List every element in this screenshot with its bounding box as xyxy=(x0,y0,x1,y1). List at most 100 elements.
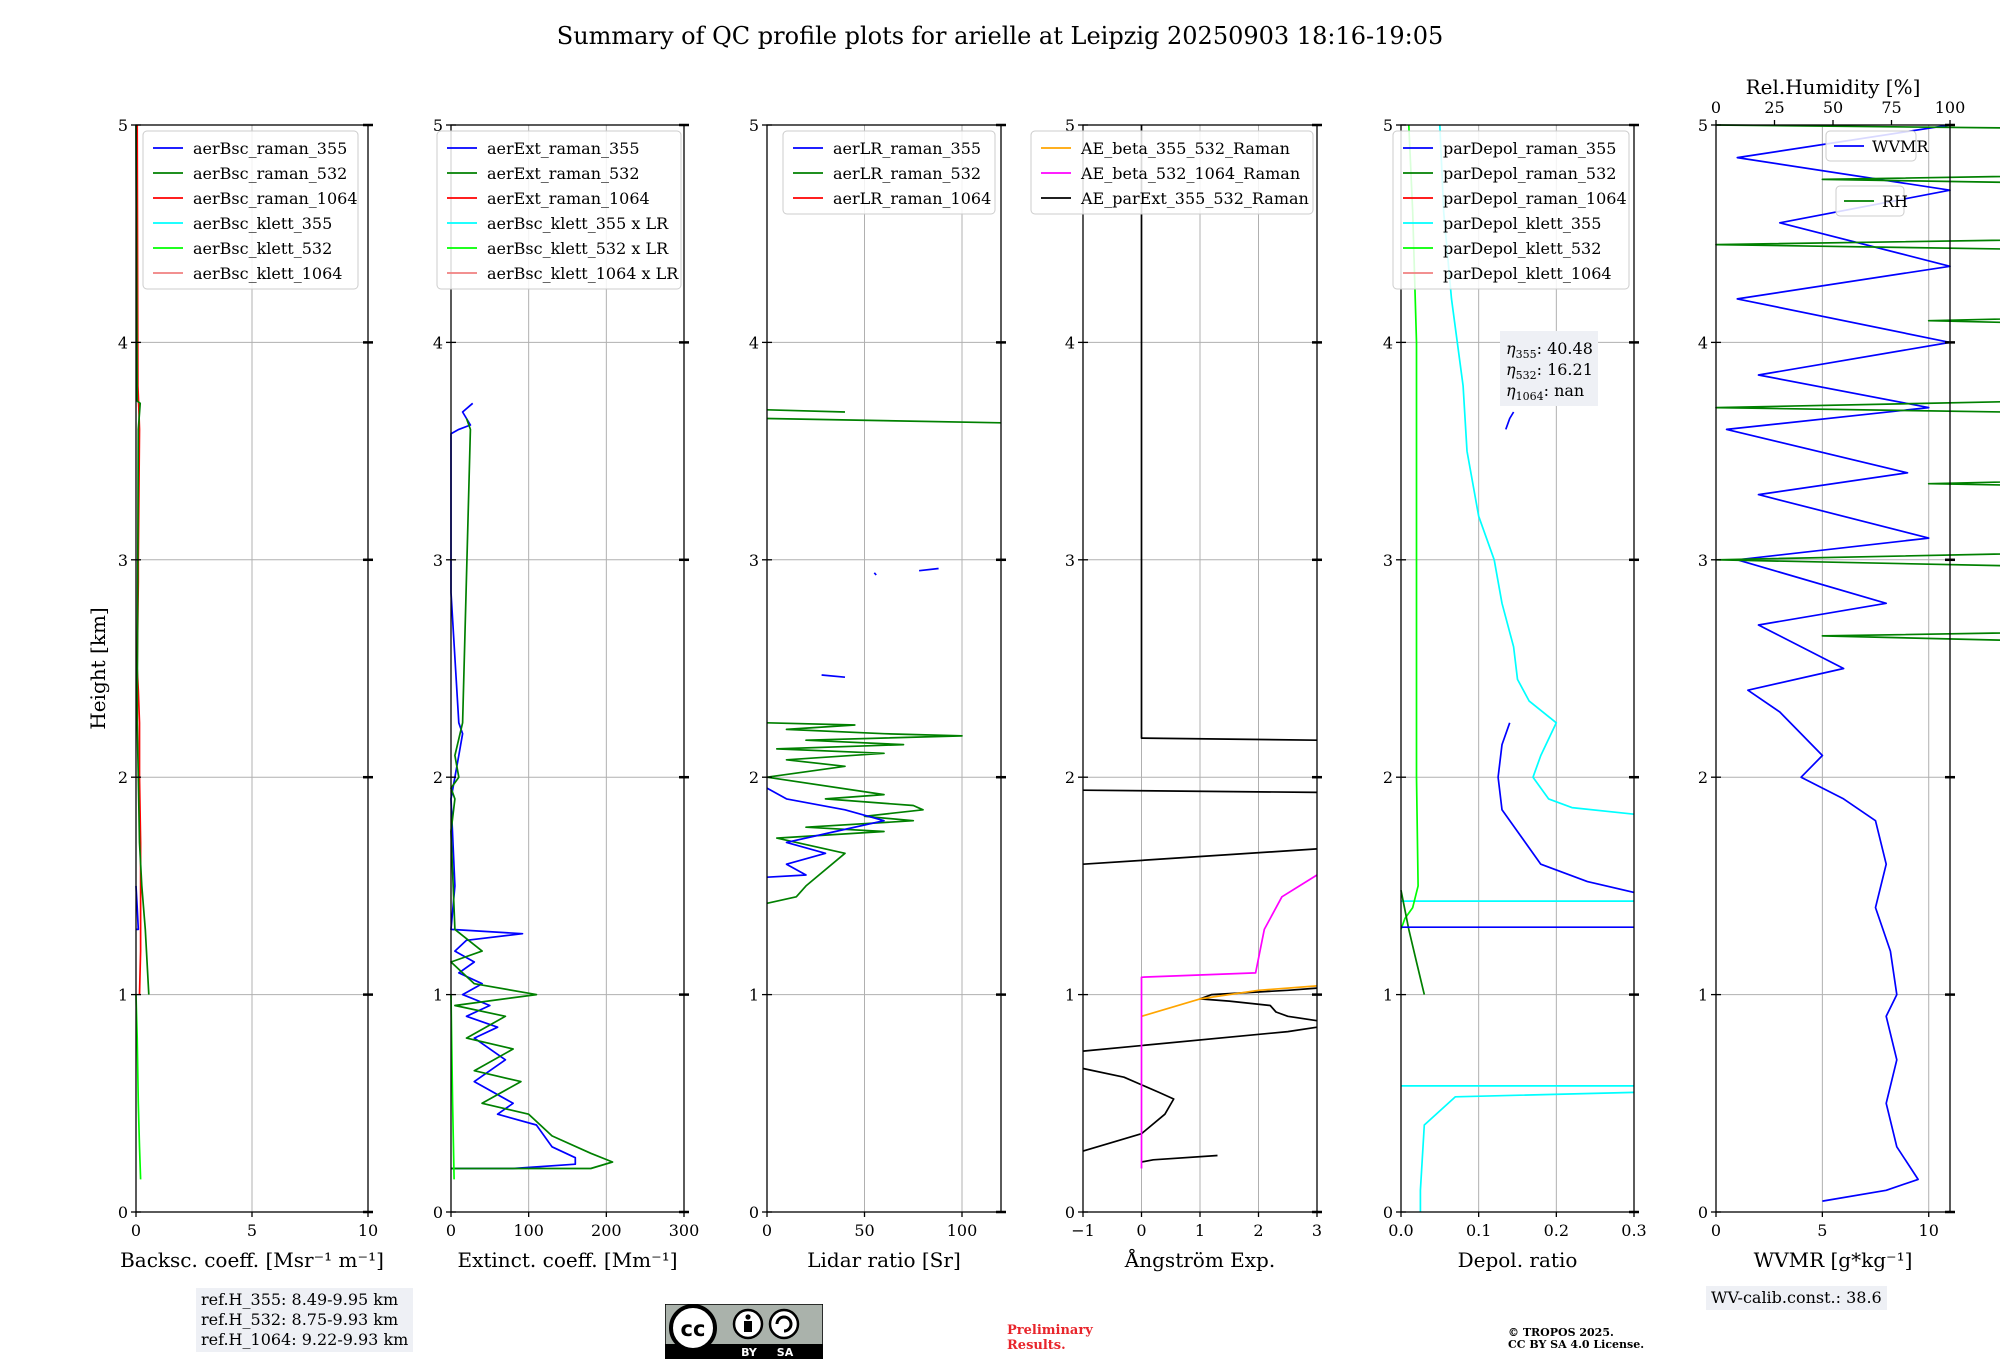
wv-calibration-constant: WV-calib.const.: 38.6 xyxy=(1711,1288,1882,1307)
legend-entry-3: parDepol_klett_355 xyxy=(1443,214,1601,233)
ytick-label-0: 0 xyxy=(749,1203,759,1222)
ytick-label-4: 4 xyxy=(433,333,443,352)
legend-entry-0: WVMR xyxy=(1872,137,1929,156)
ytick-label-2: 2 xyxy=(433,768,443,787)
series-line-parDepol_raman_532 xyxy=(1400,890,1426,995)
x-axis-label: Backsc. coeff. [Msr⁻¹ m⁻¹] xyxy=(120,1248,384,1272)
legend-entry-1: aerBsc_raman_532 xyxy=(193,164,347,183)
legend-entry-1: aerExt_raman_532 xyxy=(487,164,640,183)
legend-entry-0: aerBsc_raman_355 xyxy=(193,139,347,158)
series-line-aerLR_raman_355_d xyxy=(919,567,939,572)
series-line-WVMR xyxy=(1725,124,1951,1202)
ytick-label-5: 5 xyxy=(1065,116,1075,135)
ytick-label-4: 4 xyxy=(1698,333,1708,352)
ref-height-532: ref.H_532: 8.75-9.93 km xyxy=(201,1310,399,1329)
series-line-aerLR_raman_355_b xyxy=(821,674,846,679)
series-line-aerLR_raman_355_a xyxy=(766,787,885,879)
legend-depol: parDepol_raman_355 parDepol_raman_532 parD… xyxy=(1392,130,1630,290)
legend-box xyxy=(436,130,682,290)
xtick-label-3: 300 xyxy=(669,1221,700,1240)
ytick-label-0: 0 xyxy=(433,1203,443,1222)
series-line-AE_beta_532_1064 xyxy=(1140,874,1318,1169)
series-line-aerExt_raman_355 xyxy=(450,402,577,1170)
legend-entry-0: aerExt_raman_355 xyxy=(487,139,640,158)
legend-entry-2: AE_parExt_355_532_Raman xyxy=(1080,189,1309,208)
ytick-label-5: 5 xyxy=(118,116,128,135)
ytick-label-1: 1 xyxy=(433,986,443,1005)
legend-entry-2: aerExt_raman_1064 xyxy=(487,189,650,208)
cc-by-sa-icon: cc BY SA xyxy=(665,1304,823,1359)
series-line-aerLR_raman_532_b xyxy=(766,417,1002,424)
xtick-label-1: 0 xyxy=(1136,1221,1146,1240)
xtick-label-1: 100 xyxy=(513,1221,544,1240)
ytick-label-1: 1 xyxy=(1383,986,1393,1005)
series-line-AE_parExt_b xyxy=(1082,789,1318,794)
ytick-label-1: 1 xyxy=(749,986,759,1005)
xtick-label-0: 0.0 xyxy=(1388,1221,1413,1240)
legend-ext: aerExt_raman_355 aerExt_raman_532 aerExt_r… xyxy=(436,130,682,290)
ytick-label-0: 0 xyxy=(1383,1203,1393,1222)
wv-calibration-box: WV-calib.const.: 38.6 xyxy=(1706,1286,1887,1310)
legend-entry-3: aerBsc_klett_355 xyxy=(193,214,332,233)
y-axis-label: Height [km] xyxy=(86,607,110,729)
license-label-by: BY xyxy=(741,1346,758,1359)
top-xtick-label-2: 50 xyxy=(1823,98,1843,117)
xtick-label-2: 10 xyxy=(358,1221,378,1240)
legend-entry-0: parDepol_raman_355 xyxy=(1443,139,1616,158)
ytick-label-0: 0 xyxy=(118,1203,128,1222)
legend-entry-1: parDepol_raman_532 xyxy=(1443,164,1616,183)
xtick-label-4: 3 xyxy=(1312,1221,1322,1240)
ytick-label-1: 1 xyxy=(1065,986,1075,1005)
ytick-label-0: 0 xyxy=(1698,1203,1708,1222)
reference-height-box: ref.H_355: 8.49-9.95 km ref.H_532: 8.75-… xyxy=(196,1288,414,1352)
ytick-label-4: 4 xyxy=(749,333,759,352)
legend-entry-5: aerBsc_klett_1064 x LR xyxy=(487,264,679,283)
legend-entry-1: RH xyxy=(1882,192,1908,211)
chart-panel-ext: 0 1 2 3 4 5 0 100 200 300 Extinct. coeff. [Mm⁻¹] ae… xyxy=(433,116,699,1272)
axes-frame xyxy=(450,124,685,1213)
series-line-parDepol_klett_355_d xyxy=(1419,1091,1635,1212)
legend-entry-5: parDepol_klett_1064 xyxy=(1443,264,1612,283)
ytick-label-3: 3 xyxy=(1383,551,1393,570)
xtick-label-2: 100 xyxy=(947,1221,978,1240)
xtick-label-0: −1 xyxy=(1071,1221,1095,1240)
preliminary-line-1: Preliminary xyxy=(1007,1323,1093,1338)
xtick-label-1: 0.1 xyxy=(1466,1221,1491,1240)
top-xtick-label-4: 100 xyxy=(1935,98,1966,117)
x-axis-label: WVMR [g*kg⁻¹] xyxy=(1754,1248,1913,1272)
x-axis-label: Lidar ratio [Sr] xyxy=(807,1248,961,1272)
preliminary-note: Preliminary Results. xyxy=(1007,1323,1093,1353)
legend-entry-0: AE_beta_355_532_Raman xyxy=(1080,139,1290,158)
legend-bsc: aerBsc_raman_355 aerBsc_raman_532 aerBsc_r… xyxy=(142,130,359,290)
eta-line-2: η1064: nan xyxy=(1506,381,1584,403)
series-line-aerLR_raman_355_c xyxy=(873,572,877,576)
preliminary-line-2: Results. xyxy=(1007,1338,1066,1353)
copyright-note: © TROPOS 2025. CC BY SA 4.0 License. xyxy=(1508,1327,1644,1351)
ytick-label-4: 4 xyxy=(118,333,128,352)
ytick-label-0: 0 xyxy=(1065,1203,1075,1222)
series-line-parDepol_klett_355 xyxy=(1438,124,1635,816)
top-xtick-label-3: 75 xyxy=(1881,98,1901,117)
series-line-AE_parExt_a xyxy=(1140,125,1318,742)
legend-entry-4: aerBsc_klett_532 x LR xyxy=(487,239,669,258)
axes-frame xyxy=(766,124,1002,1213)
copyright-line-1: © TROPOS 2025. xyxy=(1508,1326,1614,1339)
series-line-AE_parExt_e xyxy=(1199,987,1318,1022)
series-line-aerLR_raman_532_c xyxy=(766,721,963,905)
legend-box xyxy=(142,130,359,290)
legend-box xyxy=(1392,130,1630,290)
series-line-AE_parExt_f xyxy=(1082,1067,1175,1152)
legend-entry-4: parDepol_klett_532 xyxy=(1443,239,1601,258)
series-line-RH xyxy=(1715,124,2000,641)
legend-entry-3: aerBsc_klett_355 x LR xyxy=(487,214,669,233)
annotation-box xyxy=(1500,331,1598,406)
xtick-label-2: 10 xyxy=(1919,1221,1939,1240)
legend-entry-2: aerBsc_raman_1064 xyxy=(193,189,358,208)
xtick-label-3: 0.3 xyxy=(1621,1221,1646,1240)
xtick-label-0: 0 xyxy=(131,1221,141,1240)
x-axis-label: Ångström Exp. xyxy=(1124,1247,1275,1272)
x-axis-label: Extinct. coeff. [Mm⁻¹] xyxy=(457,1248,677,1272)
